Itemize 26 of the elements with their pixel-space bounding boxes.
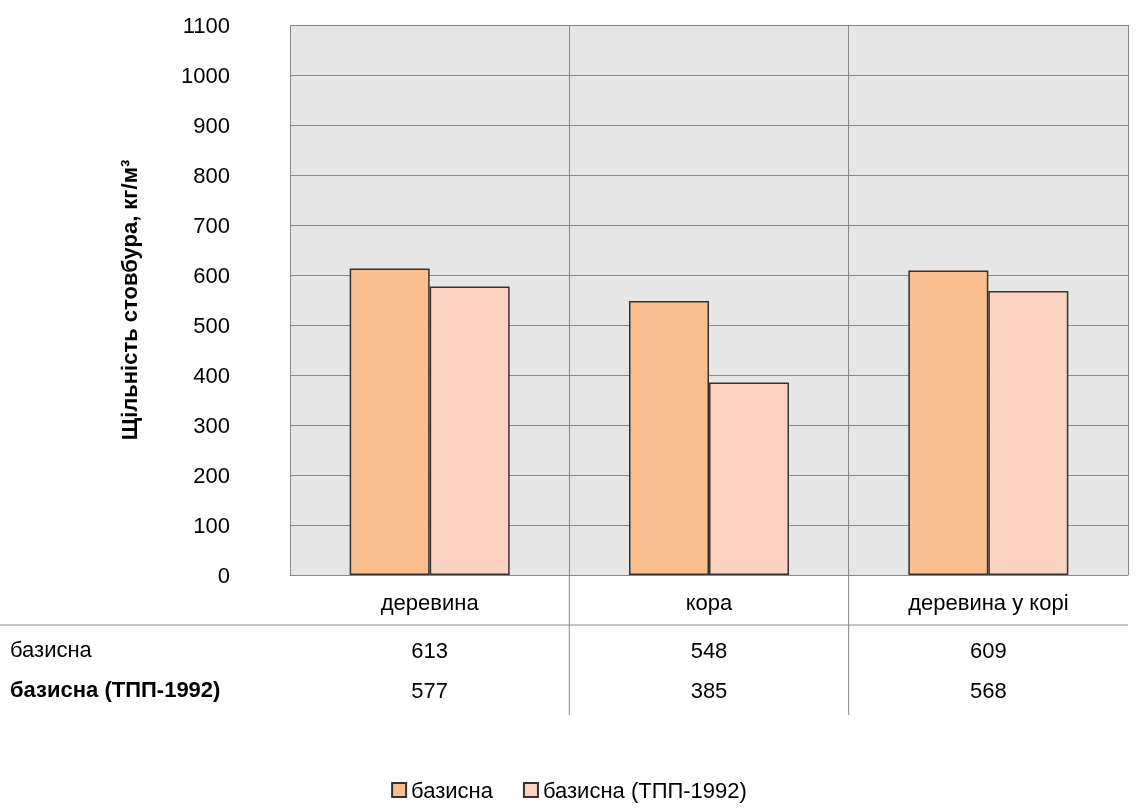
legend-label: базисна <box>411 777 494 803</box>
y-tick-label: 100 <box>193 512 230 538</box>
data-label: 385 <box>690 677 728 703</box>
y-tick-label: 900 <box>193 112 230 138</box>
data-label: 568 <box>969 677 1007 703</box>
legend-label: базисна (ТПП-1992) <box>542 777 747 803</box>
y-tick-label: 400 <box>193 362 230 388</box>
data-label: 613 <box>411 637 449 663</box>
data-label: 609 <box>969 637 1007 663</box>
x-tick-label: кора <box>685 589 734 615</box>
x-tick-label: деревина у корі <box>908 589 1069 615</box>
text: базисна <box>10 636 92 662</box>
x-tick-label: деревина <box>380 589 480 615</box>
y-tick-label: 1000 <box>181 62 230 88</box>
y-tick-label: 800 <box>193 162 230 188</box>
y-tick-label: 700 <box>193 212 230 238</box>
y-tick-label: 0 <box>217 562 230 588</box>
data-label: 577 <box>411 677 449 703</box>
data-label: 548 <box>690 637 728 663</box>
y-tick-label: 1100 <box>182 12 230 38</box>
y-tick-label: 600 <box>193 262 230 288</box>
y-tick-label: 200 <box>193 462 230 488</box>
y-tick-label: 500 <box>193 312 230 338</box>
text: базисна (ТПП-1992) <box>10 676 221 702</box>
y-tick-label: 300 <box>193 412 230 438</box>
y-axis-title: Щільність стовбура, кг/м³ <box>116 159 142 441</box>
